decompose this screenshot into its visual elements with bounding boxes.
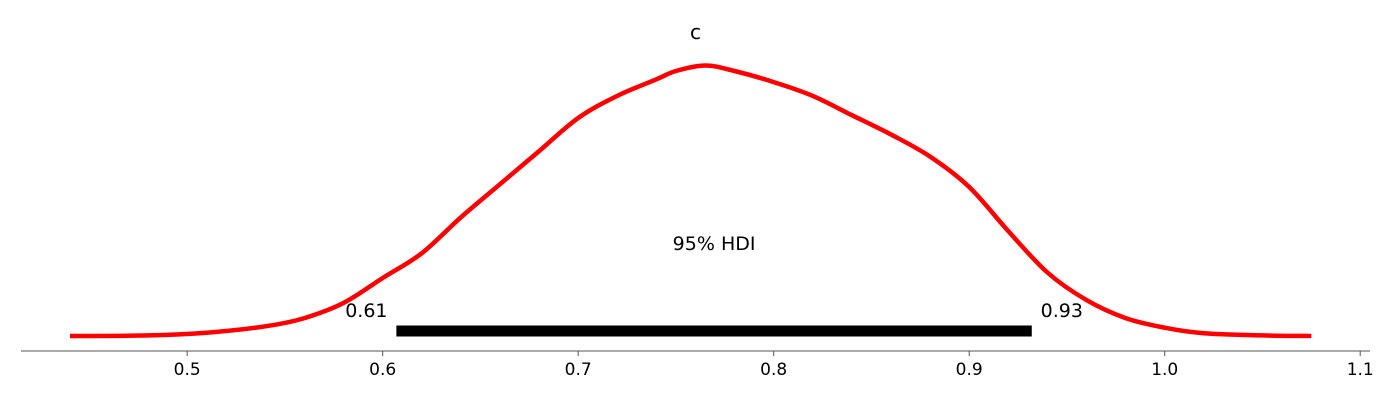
hdi-lower-label: 0.61: [345, 300, 387, 322]
x-tick-label: 0.6: [369, 360, 396, 380]
x-tick-label: 0.7: [565, 360, 592, 380]
x-axis: 0.5 0.6 0.7 0.8 0.9 1.0 1.1: [21, 350, 1374, 380]
hdi-label: 95% HDI: [673, 233, 756, 255]
x-tick-label: 1.1: [1347, 360, 1374, 380]
density-curve: [69, 63, 1312, 339]
hdi-upper-label: 0.93: [1041, 300, 1083, 322]
x-tick-label: 0.5: [174, 360, 201, 380]
x-tick-label: 1.0: [1151, 360, 1178, 380]
x-tick-label: 0.8: [760, 360, 787, 380]
density-layer: [69, 63, 1312, 339]
x-tick-label: 0.9: [956, 360, 983, 380]
chart-title: c: [690, 20, 701, 44]
